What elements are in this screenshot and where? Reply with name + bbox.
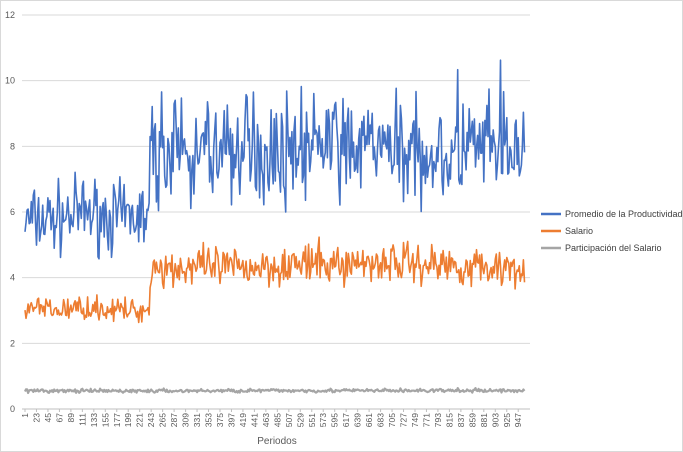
y-axis-ticks: 0 2 4 6 8 10 12 xyxy=(5,10,15,414)
x-tick-label: 881 xyxy=(479,413,489,427)
x-tick-label: 397 xyxy=(226,413,236,427)
x-tick-label: 551 xyxy=(307,413,317,427)
y-tick-label: 12 xyxy=(5,10,15,20)
x-tick-label: 221 xyxy=(135,413,145,427)
x-tick-label: 111 xyxy=(77,413,87,426)
x-tick-label: 23 xyxy=(31,413,41,423)
x-tick-label: 463 xyxy=(261,413,271,427)
x-tick-label: 1 xyxy=(20,413,30,418)
x-tick-label: 441 xyxy=(249,413,259,427)
y-tick-label: 2 xyxy=(10,338,15,348)
y-tick-label: 8 xyxy=(10,141,15,151)
x-tick-label: 683 xyxy=(376,413,386,427)
x-tick-label: 815 xyxy=(444,413,454,427)
legend: Promedio de la Productividad Salario Parti… xyxy=(541,209,682,253)
x-axis-label: Periodos xyxy=(257,436,296,447)
x-tick-label: 199 xyxy=(123,413,133,427)
x-tick-label: 639 xyxy=(353,413,363,427)
x-tick-label: 309 xyxy=(181,413,191,427)
x-tick-label: 419 xyxy=(238,413,248,427)
y-tick-label: 10 xyxy=(5,76,15,86)
legend-label: Participación del Salario xyxy=(565,243,662,253)
x-tick-label: 793 xyxy=(433,413,443,427)
legend-label: Promedio de la Productividad xyxy=(565,209,682,219)
series-line-2 xyxy=(24,387,526,395)
x-tick-label: 287 xyxy=(169,413,179,427)
x-tick-label: 375 xyxy=(215,413,225,427)
x-tick-label: 155 xyxy=(100,413,110,427)
x-tick-label: 617 xyxy=(341,413,351,427)
x-tick-label: 45 xyxy=(43,413,53,423)
series-line-1 xyxy=(24,236,526,324)
x-tick-label: 331 xyxy=(192,413,202,427)
x-axis-ticks: 1 23 45 67 89 111 133 155 177 199 221 243 265 287 309 3… xyxy=(20,409,523,427)
y-tick-label: 6 xyxy=(10,207,15,217)
x-tick-label: 89 xyxy=(66,413,76,423)
x-tick-label: 529 xyxy=(295,413,305,427)
series-line-0 xyxy=(24,59,526,260)
x-tick-label: 727 xyxy=(399,413,409,427)
x-tick-label: 353 xyxy=(204,413,214,427)
y-tick-label: 4 xyxy=(10,273,15,283)
x-tick-label: 705 xyxy=(387,413,397,427)
x-tick-label: 925 xyxy=(502,413,512,427)
x-tick-label: 661 xyxy=(364,413,374,427)
legend-label: Salario xyxy=(565,226,593,236)
x-tick-label: 771 xyxy=(421,413,431,427)
x-tick-label: 243 xyxy=(146,413,156,427)
x-tick-label: 595 xyxy=(330,413,340,427)
x-tick-label: 947 xyxy=(513,413,523,427)
x-tick-label: 573 xyxy=(318,413,328,427)
x-tick-label: 507 xyxy=(284,413,294,427)
x-tick-label: 133 xyxy=(89,413,99,427)
x-tick-label: 837 xyxy=(456,413,466,427)
series-lines xyxy=(24,59,526,395)
x-tick-label: 265 xyxy=(158,413,168,427)
x-tick-label: 177 xyxy=(112,413,122,427)
x-tick-label: 485 xyxy=(272,413,282,427)
y-tick-label: 0 xyxy=(10,404,15,414)
x-tick-label: 749 xyxy=(410,413,420,427)
x-tick-label: 903 xyxy=(490,413,500,427)
x-tick-label: 859 xyxy=(467,413,477,427)
x-tick-label: 67 xyxy=(54,413,64,423)
